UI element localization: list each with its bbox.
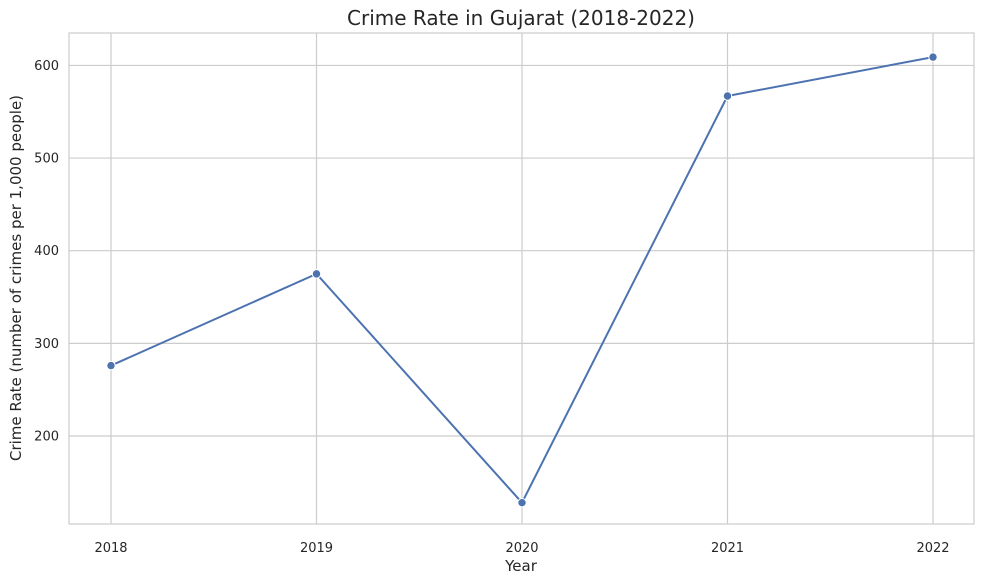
data-point <box>106 360 116 371</box>
plot-frame <box>68 32 975 525</box>
y-tick-label: 200 <box>34 429 59 444</box>
tick-labels: 2018 2019 2020 2021 2022 200 300 400 500 600 <box>34 59 949 556</box>
y-tick-label: 600 <box>34 59 59 74</box>
series-layer <box>106 52 938 508</box>
data-point <box>311 269 322 279</box>
x-tick-label: 2018 <box>94 541 127 556</box>
x-tick-label: 2019 <box>300 541 333 556</box>
grid-lines <box>69 33 974 524</box>
y-tick-label: 400 <box>34 244 59 259</box>
data-point <box>517 497 527 508</box>
data-point <box>928 52 938 62</box>
x-tick-label: 2020 <box>505 541 538 556</box>
x-axis-label: Year <box>504 557 538 575</box>
chart-title: Crime Rate in Gujarat (2018-2022) <box>347 6 695 30</box>
data-point <box>722 91 733 101</box>
y-axis-label: Crime Rate (number of crimes per 1,000 p… <box>7 95 25 461</box>
x-tick-label: 2022 <box>916 541 949 556</box>
x-tick-label: 2021 <box>711 541 744 556</box>
y-tick-label: 500 <box>34 152 59 167</box>
y-tick-label: 300 <box>34 337 59 352</box>
